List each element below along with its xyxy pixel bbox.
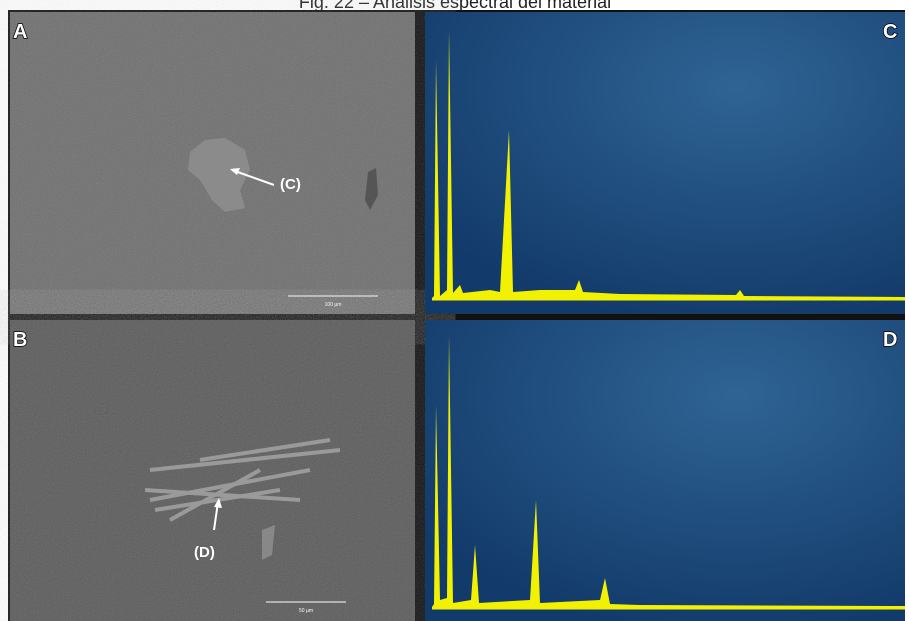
panel-label: D xyxy=(883,329,897,351)
spectrum-panel-c: C xyxy=(425,12,905,314)
figure: Fig. 22 – Análisis espectral del materia… xyxy=(0,0,909,621)
scale-bar-label: 50 µm xyxy=(299,608,313,614)
panel-label: B xyxy=(13,329,27,351)
annotation: (C) xyxy=(280,176,301,193)
annotation: (D) xyxy=(194,544,215,561)
sem-panel-a: (C) 100 µm A xyxy=(10,12,415,314)
panel-label: C xyxy=(883,21,897,43)
scale-bar-label: 100 µm xyxy=(325,302,342,308)
panel-label: A xyxy=(13,21,27,43)
spectrum-panel-d: D xyxy=(425,320,905,621)
sem-panel-b: (D) 50 µm B xyxy=(10,320,415,621)
